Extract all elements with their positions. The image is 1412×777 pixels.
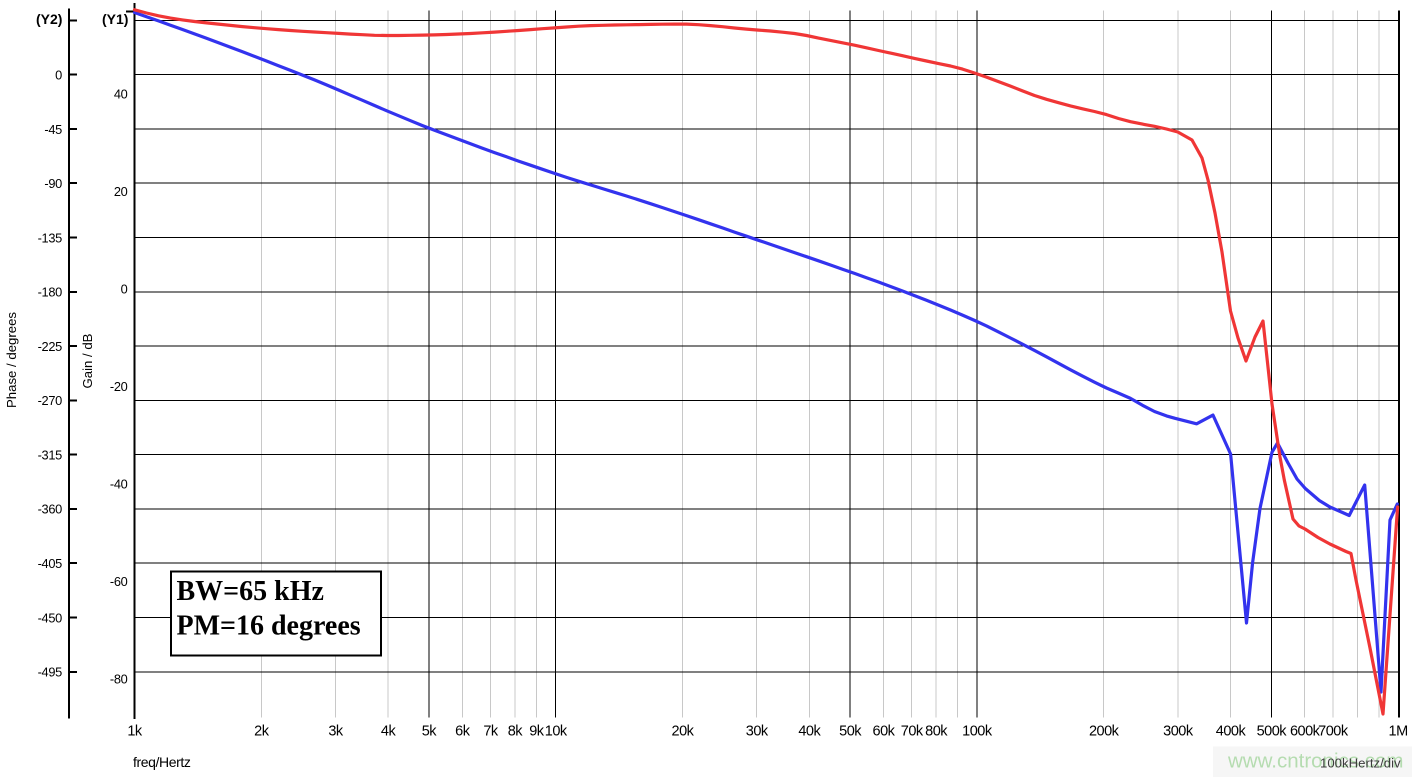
svg-text:-135: -135 <box>38 230 63 245</box>
svg-text:1k: 1k <box>127 724 143 740</box>
svg-text:300k: 300k <box>1163 724 1194 740</box>
svg-text:10k: 10k <box>545 724 568 740</box>
svg-text:Phase / degrees: Phase / degrees <box>4 312 19 408</box>
svg-text:20k: 20k <box>672 724 695 740</box>
svg-text:60k: 60k <box>873 724 896 740</box>
svg-text:(Y2): (Y2) <box>36 11 62 27</box>
svg-text:-495: -495 <box>38 665 63 680</box>
svg-text:Gain / dB: Gain / dB <box>80 333 95 388</box>
svg-text:400k: 400k <box>1216 724 1247 740</box>
svg-text:200k: 200k <box>1089 724 1120 740</box>
svg-text:3k: 3k <box>328 724 344 740</box>
svg-text:6k: 6k <box>455 724 471 740</box>
svg-text:100kHertz/div: 100kHertz/div <box>1320 756 1401 771</box>
svg-text:-20: -20 <box>110 379 128 394</box>
svg-text:1M: 1M <box>1389 724 1408 740</box>
svg-text:80k: 80k <box>925 724 948 740</box>
svg-text:30k: 30k <box>746 724 769 740</box>
svg-text:-360: -360 <box>38 502 63 517</box>
svg-text:-180: -180 <box>38 285 63 300</box>
svg-text:-60: -60 <box>110 574 128 589</box>
svg-text:-80: -80 <box>110 671 128 686</box>
svg-text:-90: -90 <box>44 176 62 191</box>
svg-text:50k: 50k <box>839 724 862 740</box>
svg-text:5k: 5k <box>422 724 438 740</box>
svg-text:0: 0 <box>121 281 128 296</box>
svg-text:40: 40 <box>114 86 128 101</box>
svg-text:2k: 2k <box>254 724 270 740</box>
svg-text:100k: 100k <box>962 724 993 740</box>
svg-text:4k: 4k <box>381 724 397 740</box>
svg-text:9k: 9k <box>529 724 545 740</box>
svg-text:40k: 40k <box>798 724 821 740</box>
svg-text:700k: 700k <box>1318 724 1349 740</box>
svg-text:-315: -315 <box>38 447 63 462</box>
svg-text:-270: -270 <box>38 393 63 408</box>
svg-text:20: 20 <box>114 184 128 199</box>
svg-text:-40: -40 <box>110 476 128 491</box>
svg-text:freq/Hertz: freq/Hertz <box>133 754 191 770</box>
svg-text:0: 0 <box>55 68 62 83</box>
svg-text:600k: 600k <box>1290 724 1321 740</box>
svg-text:BW=65 kHz: BW=65 kHz <box>177 576 324 607</box>
svg-text:500k: 500k <box>1257 724 1288 740</box>
svg-text:(Y1): (Y1) <box>102 11 128 27</box>
svg-text:www.cntronics.com: www.cntronics.com <box>1227 750 1403 773</box>
svg-text:-405: -405 <box>38 556 63 571</box>
svg-text:-450: -450 <box>38 610 63 625</box>
svg-text:70k: 70k <box>901 724 924 740</box>
svg-text:-225: -225 <box>38 339 63 354</box>
svg-text:PM=16 degrees: PM=16 degrees <box>177 611 361 642</box>
svg-text:7k: 7k <box>483 724 499 740</box>
svg-text:8k: 8k <box>508 724 524 740</box>
svg-text:-45: -45 <box>44 122 62 137</box>
